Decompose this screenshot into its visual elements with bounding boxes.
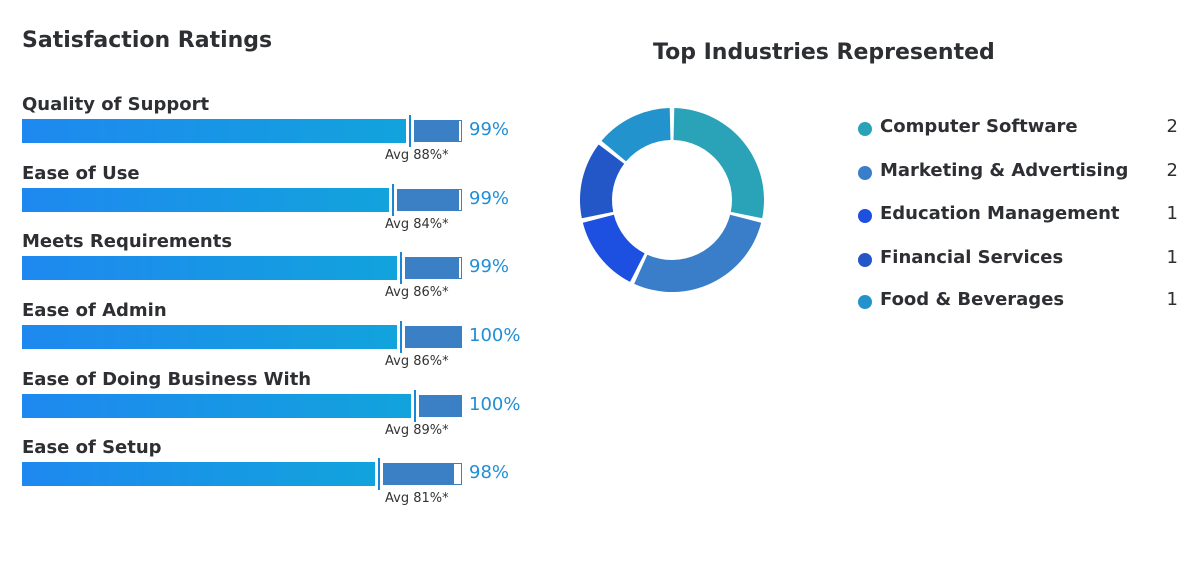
legend-count: 2 [1166, 116, 1178, 137]
rating-label: Meets Requirements [22, 231, 233, 252]
legend-item: Financial Services 1 [858, 247, 1188, 273]
legend-swatch [858, 253, 872, 267]
rating-value-fill [419, 395, 462, 417]
rating-value-fill [405, 326, 462, 348]
rating-row: Ease of Use 99% Avg 84%* [22, 163, 522, 232]
legend-count: 1 [1166, 203, 1178, 224]
rating-bar [22, 321, 462, 353]
rating-remainder-box [458, 189, 462, 211]
rating-value: 100% [469, 325, 521, 346]
rating-avg-fill [22, 462, 375, 486]
rating-row: Quality of Support 99% Avg 88%* [22, 94, 522, 163]
satisfaction-title: Satisfaction Ratings [22, 28, 273, 53]
rating-value-fill [397, 189, 458, 211]
rating-avg-marker [414, 390, 416, 422]
legend-swatch [858, 166, 872, 180]
rating-average: Avg 84%* [385, 217, 449, 232]
rating-average: Avg 81%* [385, 491, 449, 506]
rating-row: Ease of Admin 100% Avg 86%* [22, 300, 522, 369]
legend-label: Education Management [880, 203, 1120, 224]
rating-avg-marker [378, 458, 380, 490]
rating-bar [22, 390, 462, 422]
rating-row: Ease of Setup 98% Avg 81%* [22, 437, 522, 506]
rating-value: 98% [469, 462, 510, 483]
legend-label: Financial Services [880, 247, 1064, 268]
donut-slice [580, 144, 625, 219]
rating-remainder-box [453, 463, 462, 485]
rating-label: Quality of Support [22, 94, 210, 115]
rating-value: 100% [469, 394, 521, 415]
rating-avg-marker [400, 321, 402, 353]
rating-label: Ease of Use [22, 163, 140, 184]
rating-avg-marker [409, 115, 411, 147]
rating-average: Avg 89%* [385, 423, 449, 438]
donut-slice [582, 214, 645, 282]
rating-average: Avg 86%* [385, 354, 449, 369]
rating-row: Ease of Doing Business With 100% Avg 89%* [22, 369, 522, 438]
rating-avg-marker [392, 184, 394, 216]
donut-slice [673, 108, 764, 219]
industries-title: Top Industries Represented [653, 40, 995, 65]
rating-bar [22, 252, 462, 284]
donut-slice [601, 108, 671, 162]
rating-avg-fill [22, 394, 411, 418]
rating-average: Avg 88%* [385, 148, 449, 163]
rating-avg-fill [22, 325, 397, 349]
rating-value: 99% [469, 119, 510, 140]
rating-remainder-box [458, 257, 462, 279]
rating-label: Ease of Setup [22, 437, 162, 458]
rating-row: Meets Requirements 99% Avg 86%* [22, 231, 522, 300]
rating-value-fill [405, 257, 458, 279]
rating-bar [22, 115, 462, 147]
rating-avg-fill [22, 188, 389, 212]
rating-label: Ease of Doing Business With [22, 369, 312, 390]
legend-swatch [858, 209, 872, 223]
legend-item: Computer Software 2 [858, 116, 1188, 142]
rating-value: 99% [469, 256, 510, 277]
rating-avg-marker [400, 252, 402, 284]
rating-average: Avg 86%* [385, 285, 449, 300]
donut-slice [634, 214, 762, 292]
legend-item: Education Management 1 [858, 203, 1188, 229]
legend-item: Marketing & Advertising 2 [858, 160, 1188, 186]
rating-value-fill [414, 120, 458, 142]
rating-avg-fill [22, 256, 397, 280]
legend-swatch [858, 122, 872, 136]
rating-bar [22, 184, 462, 216]
industries-donut-chart [580, 108, 764, 292]
legend-label: Marketing & Advertising [880, 160, 1129, 181]
rating-avg-fill [22, 119, 406, 143]
legend-label: Computer Software [880, 116, 1078, 137]
legend-label: Food & Beverages [880, 289, 1065, 310]
legend-item: Food & Beverages 1 [858, 289, 1188, 315]
rating-value: 99% [469, 188, 510, 209]
rating-label: Ease of Admin [22, 300, 167, 321]
legend-count: 1 [1166, 289, 1178, 310]
rating-bar [22, 458, 462, 490]
rating-remainder-box [458, 120, 462, 142]
legend-count: 1 [1166, 247, 1178, 268]
satisfaction-panel: Satisfaction Ratings Quality of Support 9… [22, 0, 542, 564]
rating-value-fill [383, 463, 453, 485]
legend-count: 2 [1166, 160, 1178, 181]
legend-swatch [858, 295, 872, 309]
